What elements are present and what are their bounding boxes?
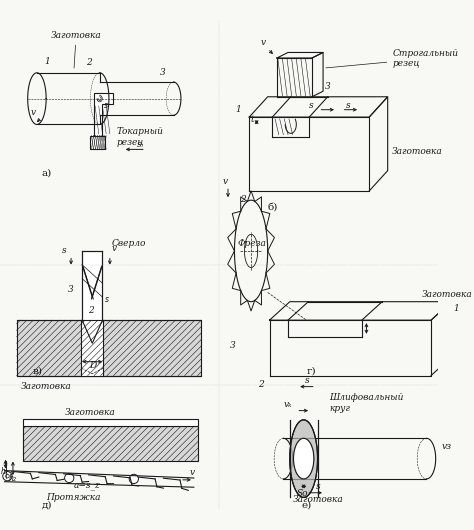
- Text: v: v: [112, 244, 117, 253]
- Text: s: s: [316, 482, 320, 491]
- Text: Заготовка: Заготовка: [21, 382, 72, 391]
- Text: в): в): [32, 367, 42, 376]
- Text: s: s: [104, 101, 108, 110]
- Polygon shape: [94, 93, 113, 136]
- Text: s: s: [105, 295, 109, 304]
- Text: vₖ: vₖ: [283, 400, 292, 409]
- Text: г): г): [307, 367, 316, 376]
- Text: v: v: [189, 468, 194, 477]
- Text: Шлифовальный
круг: Шлифовальный круг: [329, 393, 404, 413]
- Text: s: s: [305, 376, 309, 385]
- Ellipse shape: [293, 438, 314, 479]
- Text: 1: 1: [453, 304, 459, 313]
- Text: Заготовка: Заготовка: [51, 31, 101, 68]
- Text: е): е): [302, 500, 312, 509]
- Text: a=s_z: a=s_z: [74, 481, 100, 490]
- Text: 3: 3: [230, 341, 236, 350]
- Text: s: s: [346, 101, 351, 110]
- Bar: [23, 426, 199, 462]
- Circle shape: [6, 474, 9, 478]
- Text: Заготовка: Заготовка: [422, 290, 473, 299]
- Text: v: v: [260, 38, 265, 47]
- Text: 2: 2: [86, 58, 91, 67]
- Circle shape: [64, 473, 74, 483]
- Text: Sо: Sо: [296, 489, 308, 498]
- Polygon shape: [91, 136, 105, 149]
- Text: v: v: [30, 108, 36, 117]
- Bar: [23, 419, 199, 426]
- Text: h₂: h₂: [9, 474, 16, 483]
- Text: 2: 2: [240, 195, 246, 204]
- Text: 1: 1: [44, 57, 50, 66]
- Bar: [81, 320, 103, 376]
- Text: s: s: [62, 246, 66, 255]
- Text: Заготовка: Заготовка: [292, 495, 343, 504]
- Text: 1: 1: [236, 105, 241, 114]
- Circle shape: [129, 474, 138, 483]
- Text: vз: vз: [442, 443, 452, 452]
- Text: 3: 3: [325, 82, 331, 91]
- Text: б): б): [268, 202, 278, 211]
- Text: Строгальный
резец: Строгальный резец: [326, 49, 458, 68]
- Text: 2: 2: [88, 306, 93, 315]
- Text: Заготовка: Заготовка: [392, 147, 443, 156]
- Text: s: s: [309, 101, 314, 110]
- Text: Сверло: Сверло: [112, 240, 146, 249]
- Bar: [17, 320, 201, 376]
- Text: D: D: [90, 361, 97, 370]
- Bar: [82, 251, 102, 320]
- Text: 2: 2: [258, 379, 264, 388]
- Text: v: v: [222, 176, 228, 186]
- Text: h₁: h₁: [1, 467, 9, 476]
- Circle shape: [3, 472, 12, 481]
- Text: Заготовка: Заготовка: [64, 408, 115, 417]
- Text: 3: 3: [160, 68, 165, 77]
- Text: s: s: [137, 139, 141, 148]
- Text: t: t: [250, 114, 254, 123]
- Text: а): а): [42, 168, 52, 177]
- Text: 3: 3: [68, 286, 74, 295]
- Text: Токарный
резец: Токарный резец: [116, 127, 163, 147]
- Text: д): д): [42, 500, 52, 509]
- Text: Фреза: Фреза: [237, 240, 266, 249]
- Ellipse shape: [290, 420, 318, 497]
- Text: Протяжка: Протяжка: [46, 493, 100, 502]
